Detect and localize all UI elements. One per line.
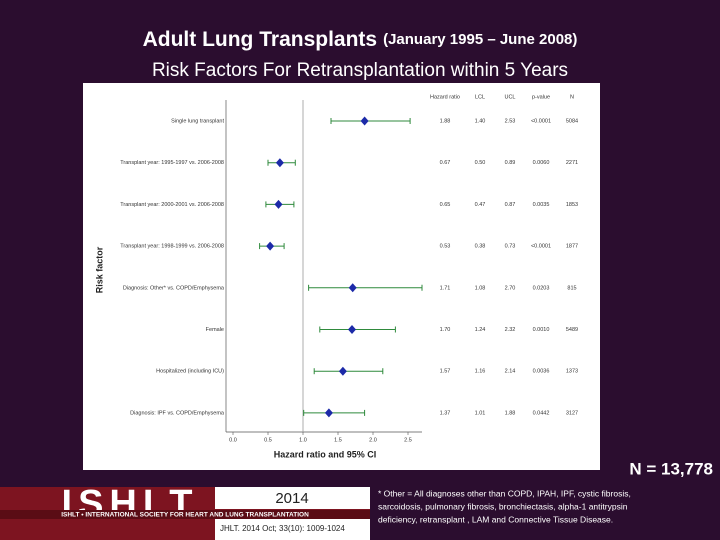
lcl-cell: 1.24 bbox=[475, 327, 486, 333]
citation: JHLT. 2014 Oct; 33(10): 1009-1024 bbox=[220, 524, 345, 533]
hazard-marker bbox=[275, 158, 284, 168]
ucl-cell: 2.53 bbox=[505, 118, 516, 124]
n-cell: 3127 bbox=[566, 410, 578, 416]
p-cell: <0.0001 bbox=[531, 118, 551, 124]
hazard-marker bbox=[324, 408, 333, 418]
n-cell: 1373 bbox=[566, 369, 578, 375]
hr-cell: 1.70 bbox=[440, 327, 451, 333]
hr-cell: 1.57 bbox=[440, 369, 451, 375]
hazard-marker bbox=[274, 199, 283, 209]
ucl-cell: 0.87 bbox=[505, 202, 516, 208]
column-header: LCL bbox=[475, 94, 485, 100]
lcl-cell: 0.47 bbox=[475, 202, 486, 208]
x-tick-label: 0.5 bbox=[264, 437, 272, 443]
x-tick-label: 1.0 bbox=[299, 437, 307, 443]
lcl-cell: 1.01 bbox=[475, 410, 486, 416]
p-cell: 0.0010 bbox=[533, 327, 550, 333]
subtitle: Risk Factors For Retransplantation withi… bbox=[152, 60, 568, 81]
hr-cell: 0.53 bbox=[440, 244, 451, 250]
period: (January 1995 – June 2008) bbox=[383, 31, 577, 48]
hazard-marker bbox=[360, 116, 369, 126]
column-header: UCL bbox=[504, 94, 515, 100]
y-axis-label: Risk factor bbox=[94, 246, 104, 293]
p-cell: <0.0001 bbox=[531, 244, 551, 250]
n-cell: 2271 bbox=[566, 160, 578, 166]
ucl-cell: 2.32 bbox=[505, 327, 516, 333]
column-header: p-value bbox=[532, 94, 550, 100]
ucl-cell: 2.14 bbox=[505, 369, 516, 375]
title: Adult Lung Transplants bbox=[143, 28, 378, 51]
lcl-cell: 1.08 bbox=[475, 285, 486, 291]
citation-box bbox=[215, 519, 370, 540]
row-label: Diagnosis: IPF vs. COPD/Emphysema bbox=[130, 410, 225, 416]
footnote: * Other = All diagnoses other than COPD,… bbox=[378, 488, 631, 498]
n-cell: 1853 bbox=[566, 202, 578, 208]
logo-banner: ISHLT • INTERNATIONAL SOCIETY FOR HEART … bbox=[61, 512, 309, 519]
slide-title: Adult Lung Transplants (January 1995 – Ju… bbox=[143, 28, 578, 51]
row-label: Diagnosis: Other* vs. COPD/Emphysema bbox=[123, 285, 225, 291]
lcl-cell: 1.40 bbox=[475, 118, 486, 124]
p-cell: 0.0036 bbox=[533, 369, 550, 375]
hr-cell: 1.88 bbox=[440, 118, 451, 124]
ucl-cell: 0.73 bbox=[505, 244, 516, 250]
x-tick-label: 0.0 bbox=[229, 437, 237, 443]
row-label: Transplant year: 1995-1997 vs. 2006-2008 bbox=[120, 160, 224, 166]
plot-panel bbox=[83, 83, 600, 470]
ucl-cell: 1.88 bbox=[505, 410, 516, 416]
hazard-marker bbox=[338, 366, 347, 376]
x-tick-label: 2.5 bbox=[404, 437, 412, 443]
n-cell: 815 bbox=[567, 285, 576, 291]
row-label: Transplant year: 2000-2001 vs. 2006-2008 bbox=[120, 202, 224, 208]
footnote: sarcoidosis, pulmonary fibrosis, bronchi… bbox=[378, 501, 628, 511]
hazard-marker bbox=[348, 325, 356, 334]
n-label: N = 13,778 bbox=[629, 459, 713, 478]
p-cell: 0.0442 bbox=[533, 410, 550, 416]
row-label: Female bbox=[206, 327, 224, 333]
ucl-cell: 2.70 bbox=[505, 285, 516, 291]
row-label: Hospitalized (including ICU) bbox=[156, 369, 224, 375]
x-axis-label: Hazard ratio and 95% CI bbox=[274, 449, 377, 459]
logo-strip bbox=[0, 510, 370, 519]
column-header: N bbox=[570, 94, 574, 100]
hr-cell: 0.67 bbox=[440, 160, 451, 166]
lcl-cell: 0.38 bbox=[475, 244, 486, 250]
lcl-cell: 0.50 bbox=[475, 160, 486, 166]
footnote: deficiency, retransplant , LAM and Conne… bbox=[378, 514, 613, 524]
x-tick-label: 1.5 bbox=[334, 437, 342, 443]
hr-cell: 1.71 bbox=[440, 285, 451, 291]
year-box bbox=[215, 487, 370, 509]
hr-cell: 1.37 bbox=[440, 410, 451, 416]
n-cell: 5489 bbox=[566, 327, 578, 333]
hazard-marker bbox=[348, 283, 357, 293]
n-cell: 1877 bbox=[566, 244, 578, 250]
lcl-cell: 1.16 bbox=[475, 369, 486, 375]
hazard-marker bbox=[266, 241, 275, 251]
hr-cell: 0.65 bbox=[440, 202, 451, 208]
row-label: Transplant year: 1998-1999 vs. 2006-2008 bbox=[120, 244, 224, 250]
logo-year: 2014 bbox=[275, 490, 308, 507]
n-cell: 5084 bbox=[566, 118, 578, 124]
x-tick-label: 2.0 bbox=[369, 437, 377, 443]
p-cell: 0.0203 bbox=[533, 285, 550, 291]
p-cell: 0.0060 bbox=[533, 160, 550, 166]
column-header: Hazard ratio bbox=[430, 94, 460, 100]
ucl-cell: 0.89 bbox=[505, 160, 516, 166]
p-cell: 0.0035 bbox=[533, 202, 550, 208]
row-label: Single lung transplant bbox=[171, 118, 224, 124]
